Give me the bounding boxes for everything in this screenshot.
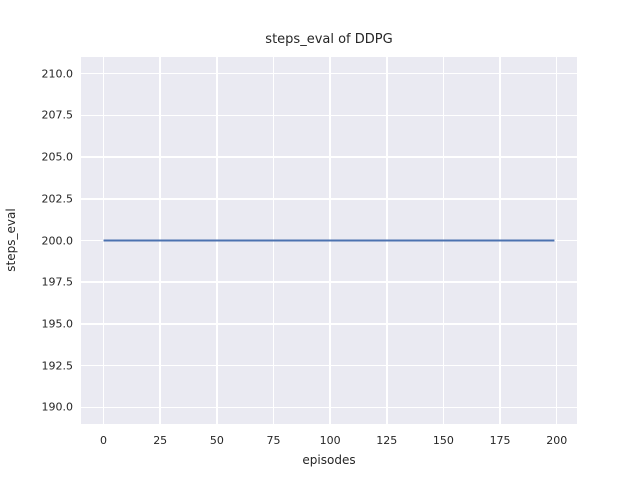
x-tick-label: 25 [153, 434, 168, 447]
gridline-horizontal [81, 406, 577, 409]
gridline-horizontal [81, 156, 577, 158]
y-tick-label: 195.0 [41, 317, 74, 331]
y-tick-label: 197.5 [41, 275, 74, 289]
x-tick-label: 150 [432, 434, 454, 447]
gridline-horizontal [81, 72, 577, 75]
x-tick-label: 50 [209, 434, 224, 447]
x-tick-label: 75 [266, 434, 281, 447]
x-tick-label: 0 [100, 434, 108, 447]
gridline-horizontal [81, 198, 577, 200]
gridline-horizontal [81, 364, 577, 367]
gridline-horizontal [81, 114, 577, 117]
chart-title: steps_eval of DDPG [265, 32, 393, 47]
x-axis-label: episodes [302, 453, 356, 467]
y-tick-label: 192.5 [41, 359, 74, 373]
y-tick-label: 200.0 [41, 234, 74, 247]
y-tick-label: 190.0 [41, 400, 74, 414]
y-tick-label: 202.5 [41, 192, 74, 206]
plot-area [81, 57, 577, 424]
x-tick-label: 100 [319, 434, 341, 447]
y-tick-label: 210.0 [41, 67, 74, 81]
gridline-horizontal [81, 323, 577, 325]
x-tick-label: 125 [376, 434, 398, 447]
gridline-horizontal [81, 281, 577, 283]
x-tick-label: 200 [546, 434, 568, 447]
x-tick-label: 175 [489, 434, 511, 447]
y-tick-label: 207.5 [41, 108, 74, 122]
y-tick-label: 205.0 [41, 150, 74, 164]
series-plot [103, 239, 555, 242]
